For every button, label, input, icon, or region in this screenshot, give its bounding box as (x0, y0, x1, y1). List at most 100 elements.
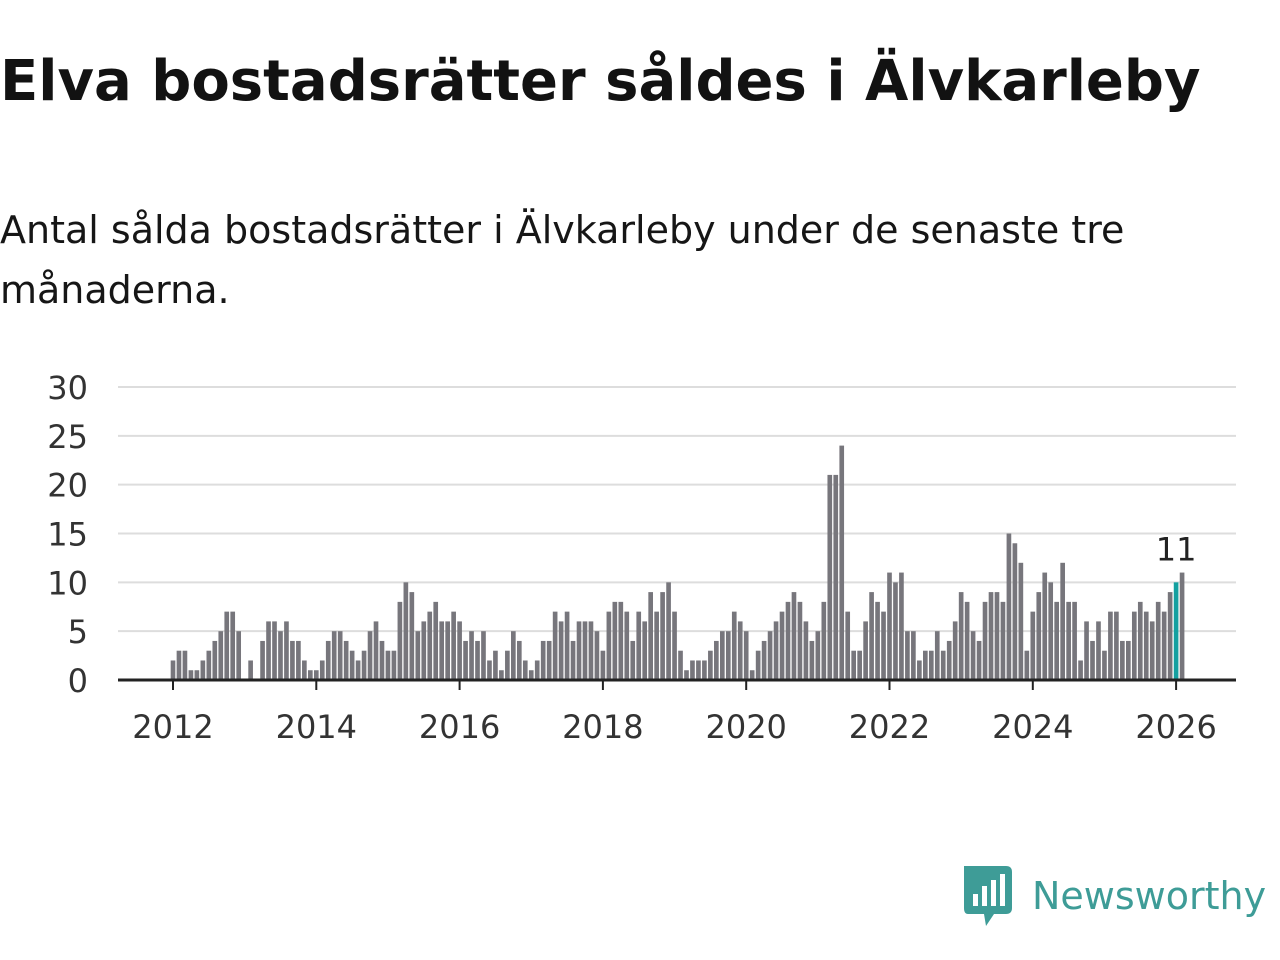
bar (1161, 611, 1167, 680)
bar (773, 621, 779, 680)
bar (415, 631, 421, 680)
bar (337, 631, 343, 680)
bar (928, 650, 934, 680)
bar (1060, 562, 1065, 680)
x-tick-label: 2020 (705, 708, 786, 746)
bar (1066, 601, 1071, 680)
bar (409, 592, 415, 680)
bar (982, 601, 988, 680)
bar (875, 601, 880, 680)
bar (427, 611, 433, 680)
bar (451, 611, 456, 680)
bar (391, 650, 397, 680)
bar (481, 631, 486, 680)
bars (170, 445, 1185, 680)
bar (1179, 572, 1185, 680)
bar (839, 445, 845, 680)
bar (964, 601, 970, 680)
bar (1078, 660, 1083, 680)
bar (343, 640, 349, 680)
bar (218, 631, 224, 680)
bar (493, 650, 498, 680)
bar (940, 650, 946, 680)
bar (308, 670, 313, 680)
bar (296, 640, 301, 680)
bar (349, 650, 355, 680)
x-tick-label: 2026 (1135, 708, 1216, 746)
bar (200, 660, 206, 680)
bar (923, 650, 928, 680)
bar (678, 650, 683, 680)
bar (278, 631, 283, 680)
bar (636, 611, 642, 680)
bar (684, 670, 689, 680)
bar (869, 592, 874, 680)
bar (505, 650, 510, 680)
bar (851, 650, 857, 680)
bar (666, 582, 671, 680)
grid-lines (118, 386, 1236, 633)
bar (946, 640, 952, 680)
bar (648, 592, 653, 680)
bar (1131, 611, 1137, 680)
bar (522, 660, 528, 680)
bar (761, 640, 767, 680)
bar (845, 611, 851, 680)
bar (433, 601, 439, 680)
bar (469, 631, 474, 680)
bar (511, 631, 516, 680)
bar (863, 621, 868, 680)
bar (176, 650, 182, 680)
y-tick-label: 15 (47, 516, 88, 554)
bar (899, 572, 904, 680)
newsworthy-logo: Newsworthy (960, 864, 1266, 928)
y-tick-label: 0 (68, 662, 88, 700)
bar (994, 592, 1000, 680)
bar (403, 582, 409, 680)
bar (881, 611, 886, 680)
bar (958, 592, 964, 680)
bar (779, 611, 785, 680)
bar (702, 660, 707, 680)
bar (785, 601, 791, 680)
brand-name: Newsworthy (1032, 874, 1267, 918)
bar (236, 631, 242, 680)
bar (1120, 640, 1125, 680)
bar (248, 660, 253, 680)
x-tick-label: 2016 (419, 708, 500, 746)
x-tick-label: 2022 (849, 708, 930, 746)
bar (606, 611, 612, 680)
bar (439, 621, 445, 680)
y-tick-label: 5 (68, 613, 88, 651)
bar (170, 660, 176, 680)
bar (1006, 533, 1012, 680)
bar (815, 631, 821, 680)
bar (355, 660, 361, 680)
bar (331, 631, 337, 680)
bar (313, 670, 319, 680)
y-axis-labels: 0 5 10 15 20 25 30 (47, 369, 88, 700)
bar (737, 621, 743, 680)
bar (833, 474, 839, 680)
bar (1149, 621, 1155, 680)
bar (600, 650, 606, 680)
bar (1126, 640, 1131, 680)
bar (212, 640, 218, 680)
bar (564, 611, 570, 680)
bar (797, 601, 803, 680)
bar-chart: 0 5 10 15 20 25 30 2012 2014 2016 2018 2020 2022 202… (47, 369, 1236, 746)
bar (821, 601, 827, 680)
x-tick-label: 2012 (132, 708, 213, 746)
bar (290, 640, 295, 680)
bar (809, 640, 815, 680)
bar (1042, 572, 1048, 680)
bar (463, 640, 468, 680)
bar (731, 611, 737, 680)
bar (743, 631, 749, 680)
bar (1155, 601, 1161, 680)
bar (302, 660, 307, 680)
bar (1048, 582, 1054, 680)
y-tick-label: 10 (47, 564, 88, 602)
bar (230, 611, 236, 680)
bar (749, 670, 755, 680)
